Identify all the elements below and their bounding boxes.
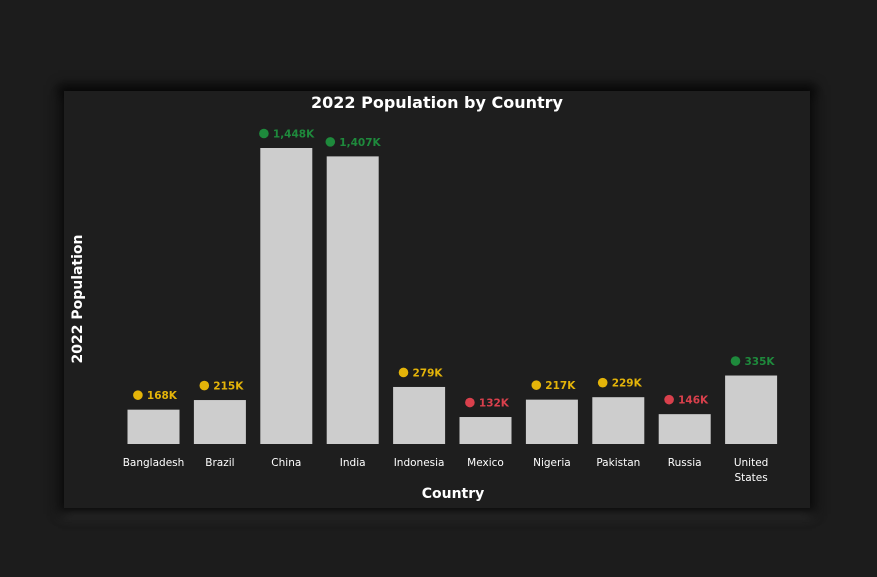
x-tick-label: Indonesia (394, 457, 445, 469)
data-label: 279K (413, 367, 444, 379)
status-dot-icon (259, 128, 269, 139)
bar[interactable] (459, 417, 512, 444)
chart-visual[interactable]: 2022 Population by Country 2022 Populati… (64, 91, 810, 508)
data-label: 1,448K (273, 129, 315, 141)
x-tick-label: Pakistan (596, 457, 640, 469)
data-label: 132K (479, 398, 510, 410)
chart-title: 2022 Population by Country (311, 93, 563, 112)
data-label: 229K (612, 378, 643, 390)
data-label: 146K (678, 395, 709, 407)
data-label: 335K (745, 356, 776, 368)
bar[interactable] (260, 148, 313, 444)
bar[interactable] (592, 397, 645, 444)
status-dot-icon (325, 137, 336, 147)
x-tick-label: Mexico (467, 457, 504, 469)
x-axis-title: Country (421, 486, 485, 502)
bar[interactable] (193, 400, 246, 444)
status-dot-icon (398, 367, 409, 378)
bar[interactable] (127, 409, 180, 444)
status-dot-icon (133, 390, 143, 400)
bar-plot-area: 168K Bangladesh 215K Brazil 1,448K China 1,407… (123, 128, 778, 484)
status-dot-icon (465, 397, 475, 408)
bar[interactable] (326, 156, 379, 444)
status-dot-icon (531, 380, 542, 390)
x-tick-label: Bangladesh (123, 457, 185, 469)
x-tick-label: Nigeria (533, 457, 571, 469)
x-tick-label: China (271, 457, 301, 469)
bar[interactable] (658, 414, 711, 444)
bar[interactable] (725, 375, 778, 444)
data-label: 168K (147, 390, 178, 402)
bar[interactable] (393, 386, 446, 444)
status-dot-icon (730, 356, 741, 366)
x-tick-label: United States (734, 457, 769, 484)
x-tick-label: India (340, 457, 366, 469)
data-label: 215K (213, 381, 244, 393)
data-label: 1,407K (339, 137, 381, 149)
x-tick-label: Russia (668, 457, 702, 469)
status-dot-icon (597, 377, 608, 388)
status-dot-icon (664, 394, 674, 405)
status-dot-icon (199, 380, 210, 391)
bar[interactable] (525, 399, 578, 444)
data-label: 217K (545, 380, 576, 392)
x-tick-label: Brazil (205, 457, 234, 469)
